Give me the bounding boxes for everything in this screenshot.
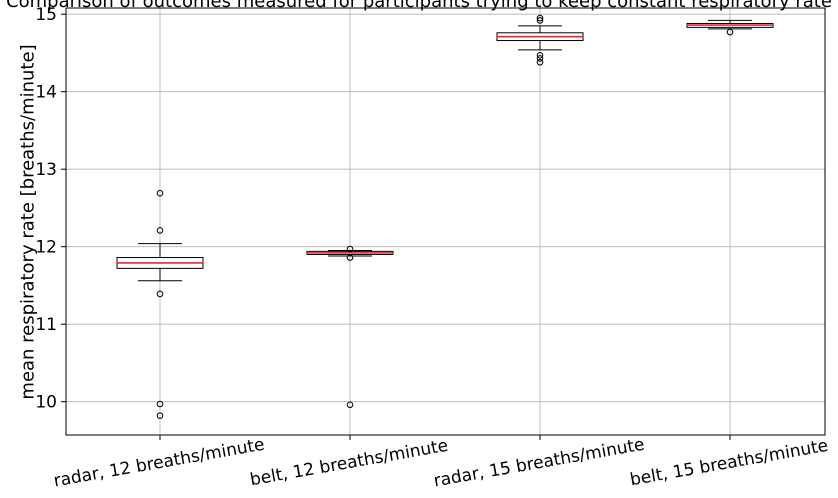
box-1 — [306, 245, 394, 409]
outlier-point — [536, 55, 544, 62]
outlier-point — [536, 17, 544, 24]
chart-title: Comparison of outcomes measured for part… — [6, 0, 832, 12]
y-tick-label-5: 15 — [35, 5, 57, 25]
outlier-point — [156, 412, 164, 419]
outlier-point — [346, 254, 354, 261]
plot-frame — [65, 7, 826, 436]
outlier-point — [536, 51, 544, 59]
x-tick-label-1: belt, 12 breaths/minute — [249, 436, 450, 491]
x-tick-label-3: belt, 15 breaths/minute — [629, 436, 830, 491]
outlier-point — [156, 400, 164, 408]
y-tick-label-0: 10 — [35, 393, 57, 413]
outlier-point — [156, 189, 164, 197]
outlier-point — [346, 245, 354, 253]
y-tick-label-4: 14 — [35, 83, 57, 103]
x-tick-label-0: radar, 12 breaths/minute — [52, 435, 266, 492]
outlier-point — [726, 28, 734, 36]
box-2 — [496, 14, 584, 66]
y-tick-label-2: 12 — [35, 238, 57, 258]
y-tick-label-3: 13 — [35, 160, 57, 180]
outlier-point — [156, 227, 164, 234]
x-tick-label-2: radar, 15 breaths/minute — [432, 435, 646, 492]
outlier-point — [156, 290, 164, 298]
box-0 — [116, 189, 204, 419]
outlier-point — [536, 14, 544, 22]
outlier-point — [536, 58, 544, 66]
box-3 — [686, 19, 774, 36]
y-tick-label-1: 11 — [35, 315, 57, 335]
outlier-point — [346, 401, 354, 409]
